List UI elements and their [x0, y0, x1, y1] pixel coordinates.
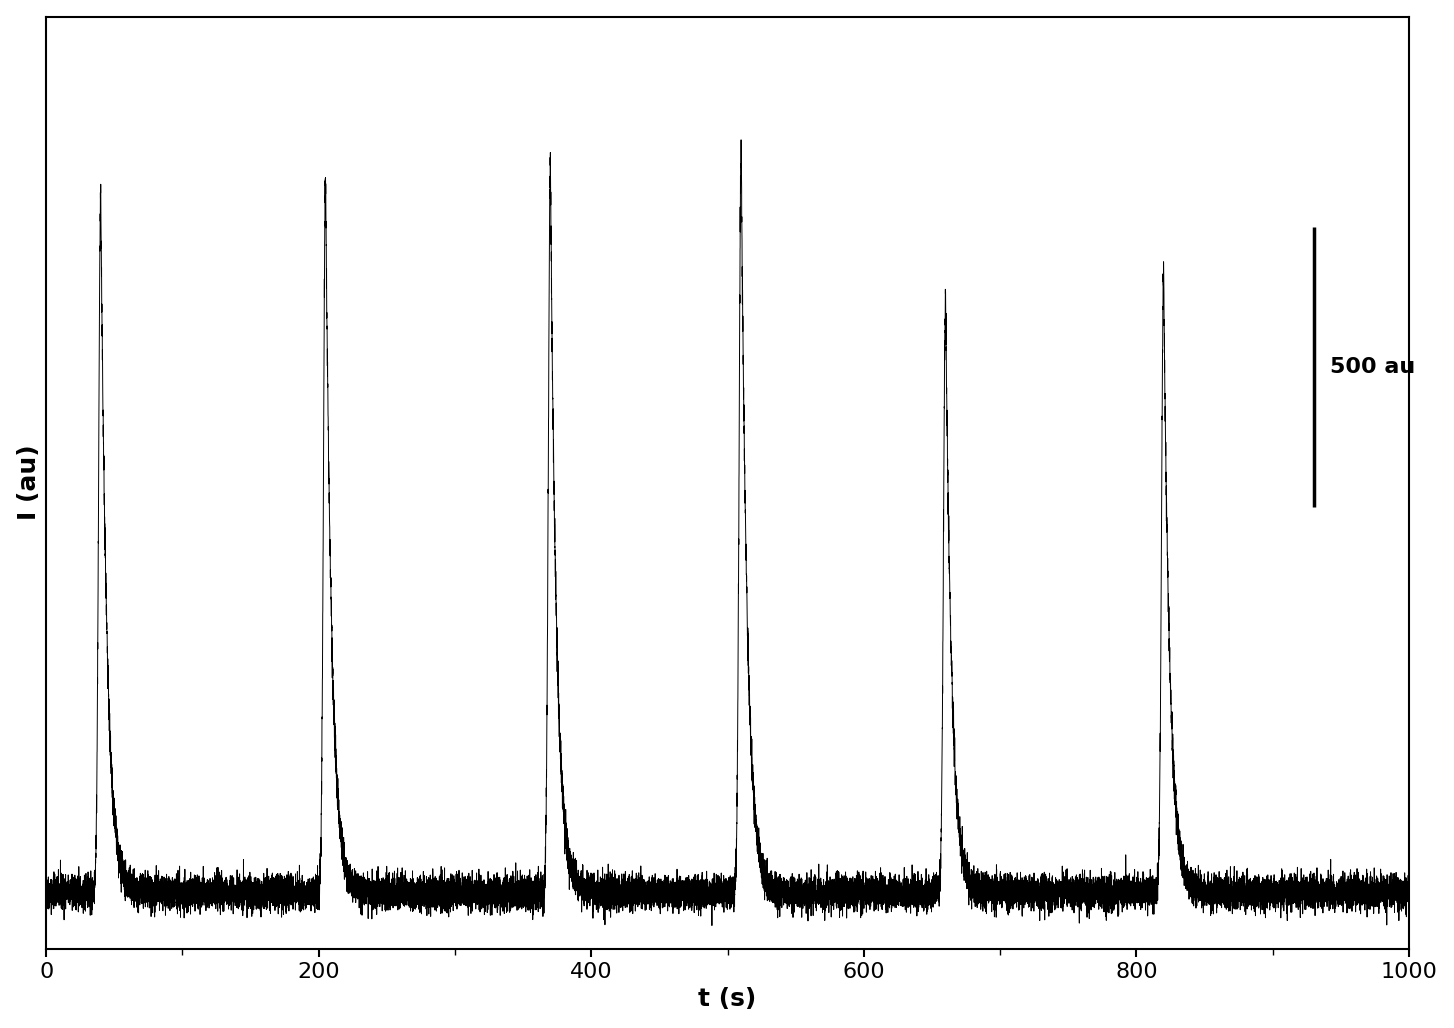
X-axis label: t (s): t (s) — [698, 987, 756, 1012]
Text: 500 au: 500 au — [1330, 357, 1415, 377]
Y-axis label: I (au): I (au) — [16, 445, 41, 520]
